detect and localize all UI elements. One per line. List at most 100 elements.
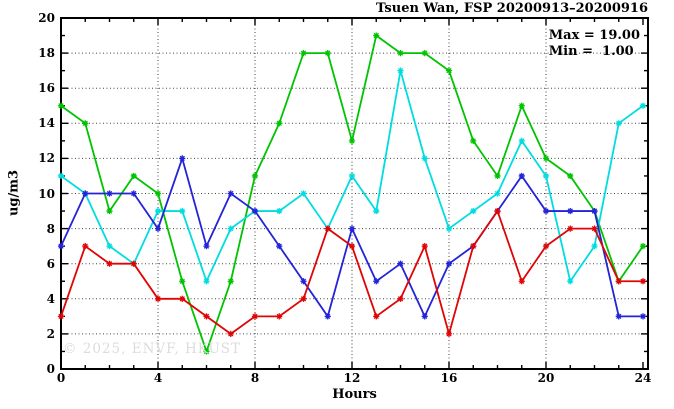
data-point-marker xyxy=(348,243,356,250)
data-point-marker xyxy=(518,102,525,109)
data-point-marker xyxy=(542,243,550,250)
data-point-marker xyxy=(130,172,137,180)
data-point-marker xyxy=(567,172,574,180)
data-point-marker xyxy=(348,225,356,232)
data-point-marker xyxy=(397,50,404,57)
data-point-marker xyxy=(203,243,210,250)
data-point-marker xyxy=(57,243,65,250)
data-point-marker xyxy=(470,243,477,250)
data-point-marker xyxy=(373,32,380,39)
data-point-marker xyxy=(276,120,283,127)
data-point-marker xyxy=(57,172,65,180)
data-point-marker xyxy=(324,313,331,320)
data-point-marker xyxy=(494,190,501,197)
data-point-marker xyxy=(494,172,501,180)
data-point-marker xyxy=(106,207,113,215)
data-point-marker xyxy=(470,207,477,215)
data-point-marker xyxy=(227,225,234,232)
x-tick-label: 12 xyxy=(343,371,361,385)
stats-legend: Max = 19.00 Min = 1.00 xyxy=(549,28,640,60)
data-point-marker xyxy=(470,137,477,144)
data-point-marker xyxy=(130,190,137,197)
y-tick-label: 18 xyxy=(38,46,55,61)
x-axis-label: Hours xyxy=(332,387,377,402)
data-point-marker xyxy=(639,243,647,250)
data-point-marker xyxy=(567,225,574,232)
data-point-marker xyxy=(494,207,501,215)
data-point-marker xyxy=(82,190,89,197)
data-point-marker xyxy=(397,260,404,267)
data-point-marker xyxy=(324,50,331,57)
data-point-marker xyxy=(445,260,453,267)
legend-min: Min = 1.00 xyxy=(548,44,634,59)
data-point-marker xyxy=(518,278,525,285)
data-point-marker xyxy=(251,207,259,215)
y-tick-label: 14 xyxy=(38,116,55,131)
data-point-marker xyxy=(300,190,307,197)
data-point-marker xyxy=(82,120,89,127)
x-tick-label: 16 xyxy=(440,371,458,385)
data-point-marker xyxy=(300,295,307,302)
data-point-marker xyxy=(179,207,186,215)
data-point-marker xyxy=(130,260,137,267)
y-tick-label: 0 xyxy=(46,362,55,376)
data-point-marker xyxy=(106,243,113,250)
y-tick-label: 16 xyxy=(38,81,55,96)
data-point-marker xyxy=(421,313,428,320)
data-point-marker xyxy=(373,313,380,320)
data-point-marker xyxy=(251,172,259,180)
data-point-marker xyxy=(324,225,331,232)
data-point-marker xyxy=(348,137,356,144)
data-point-marker xyxy=(179,155,186,162)
data-point-marker xyxy=(421,243,428,250)
y-tick-label: 8 xyxy=(46,221,55,236)
data-point-marker xyxy=(276,313,283,320)
legend-max: Max = 19.00 xyxy=(548,28,640,43)
data-point-marker xyxy=(227,190,234,197)
data-point-marker xyxy=(421,50,428,57)
data-point-marker xyxy=(106,260,113,267)
data-point-marker xyxy=(445,225,453,232)
data-point-marker xyxy=(397,67,404,74)
data-point-marker xyxy=(591,243,598,250)
data-point-marker xyxy=(276,243,283,250)
watermark: © 2025, ENVF, HKUST xyxy=(63,341,242,357)
data-point-marker xyxy=(179,278,186,285)
data-point-marker xyxy=(421,155,428,162)
data-point-marker xyxy=(179,295,186,302)
data-point-marker xyxy=(615,120,622,127)
y-tick-label: 2 xyxy=(46,326,55,341)
data-point-marker xyxy=(591,207,598,215)
data-point-marker xyxy=(203,348,210,355)
data-point-marker xyxy=(276,207,283,215)
data-point-marker xyxy=(518,137,525,144)
data-point-marker xyxy=(567,207,574,215)
series-day-1-green xyxy=(57,32,647,355)
x-tick-label: 4 xyxy=(153,371,163,385)
data-point-marker xyxy=(542,172,550,180)
data-point-marker xyxy=(615,313,622,320)
data-point-marker xyxy=(203,278,210,285)
series-line xyxy=(60,155,643,319)
data-point-marker xyxy=(373,207,380,215)
x-tick-label: 24 xyxy=(634,371,652,385)
x-tick-label: 0 xyxy=(56,371,66,385)
data-point-marker xyxy=(639,313,647,320)
data-point-marker xyxy=(567,278,574,285)
data-point-marker xyxy=(542,207,550,215)
data-point-marker xyxy=(518,172,525,180)
data-point-marker xyxy=(615,278,622,285)
series-day-2-cyan xyxy=(57,67,647,285)
data-point-marker xyxy=(348,172,356,180)
data-point-marker xyxy=(57,313,65,320)
data-point-marker xyxy=(203,313,210,320)
data-point-marker xyxy=(154,190,162,197)
data-point-marker xyxy=(639,278,647,285)
data-point-marker xyxy=(542,155,550,162)
data-point-marker xyxy=(57,102,65,109)
y-tick-label: 20 xyxy=(38,11,55,25)
x-tick-label: 20 xyxy=(537,371,555,385)
data-point-marker xyxy=(300,278,307,285)
x-tick-label: 8 xyxy=(250,371,260,385)
data-point-marker xyxy=(445,67,453,74)
